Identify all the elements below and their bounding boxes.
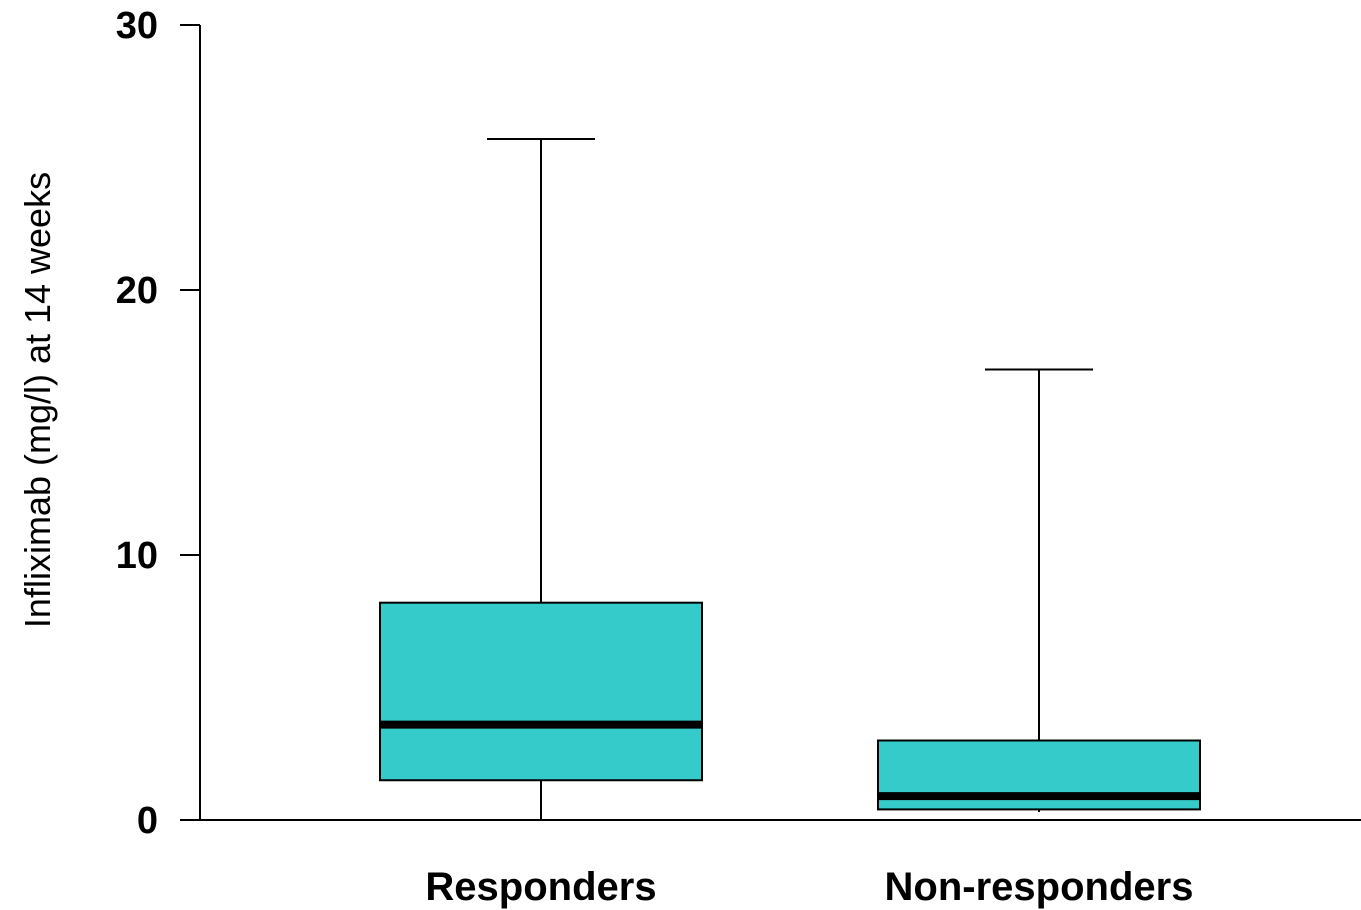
y-axis: 0 10 20 30 xyxy=(116,5,201,842)
box-iqr xyxy=(379,601,703,782)
box-responders xyxy=(379,137,703,820)
x-axis: Responders Non-responders xyxy=(180,819,1361,909)
box-series xyxy=(379,137,1201,820)
y-tick-label-20: 20 xyxy=(116,270,158,312)
box-non-responders xyxy=(877,368,1201,813)
y-tick-label-0: 0 xyxy=(137,800,158,842)
y-tick-label-30: 30 xyxy=(116,5,158,47)
x-category-label: Non-responders xyxy=(885,865,1194,909)
y-tick-label-10: 10 xyxy=(116,535,158,577)
x-category-label: Responders xyxy=(425,865,656,909)
y-axis-title: Infliximab (mg/l) at 14 weeks xyxy=(17,172,58,628)
